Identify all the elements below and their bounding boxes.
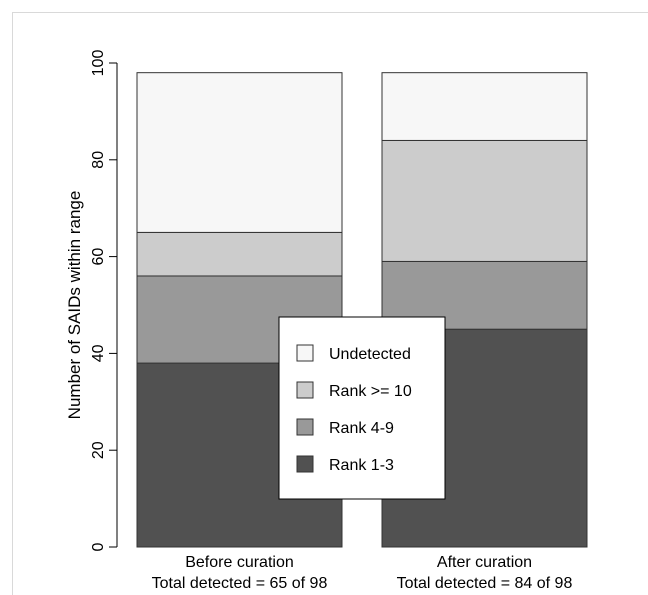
- y-tick-label: 0: [90, 542, 107, 551]
- legend-swatch: [296, 344, 314, 362]
- x-tick-label: Before curation: [185, 554, 294, 571]
- legend-label: Rank 1-3: [329, 457, 394, 474]
- figure-frame: [12, 12, 648, 595]
- bar-segment: [136, 231, 343, 277]
- y-axis: 0 20 40 60 80 100: [90, 50, 118, 551]
- y-axis-label: Number of SAIDs within range: [65, 191, 84, 420]
- legend-swatch: [296, 455, 314, 473]
- bar-segment: [381, 72, 588, 141]
- x-axis-labels: Before curation Total detected = 65 of 98…: [152, 554, 573, 592]
- y-tick-label: 80: [90, 151, 107, 169]
- bar-segment: [381, 139, 588, 262]
- legend-swatch: [296, 381, 314, 399]
- legend: Undetected Rank >= 10 Rank 4-9 Rank 1-3: [278, 316, 446, 500]
- legend-label: Rank >= 10: [329, 383, 412, 400]
- y-tick-label: 100: [90, 50, 107, 77]
- legend-label: Rank 4-9: [329, 420, 394, 437]
- x-tick-sublabel: Total detected = 65 of 98: [152, 575, 328, 592]
- x-tick-sublabel: Total detected = 84 of 98: [397, 575, 573, 592]
- legend-label: Undetected: [329, 346, 411, 363]
- x-tick-label: After curation: [437, 554, 532, 571]
- y-tick-label: 60: [90, 248, 107, 266]
- legend-swatch: [296, 418, 314, 436]
- y-tick-label: 20: [90, 441, 107, 459]
- y-tick-label: 40: [90, 344, 107, 362]
- bar-segment: [136, 72, 343, 233]
